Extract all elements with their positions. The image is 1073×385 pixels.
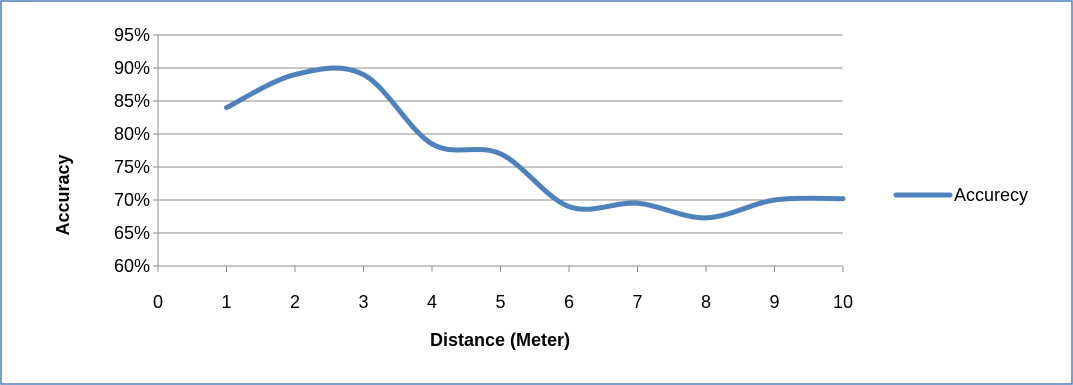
gridlines <box>158 34 843 234</box>
x-tick-label: 0 <box>153 292 163 312</box>
x-tick-label: 2 <box>290 292 300 312</box>
y-tick-label: 65% <box>114 223 150 243</box>
y-tick-label: 85% <box>114 91 150 111</box>
x-tick-labels: 0 1 2 3 4 5 6 7 8 9 10 <box>153 292 853 312</box>
y-tick-label: 75% <box>114 157 150 177</box>
legend-label: Accurecy <box>954 185 1028 205</box>
series-line <box>224 65 846 221</box>
y-tick-labels: 60% 65% 70% 75% 80% 85% 90% 95% <box>114 25 150 276</box>
x-axis-title: Distance (Meter) <box>430 330 570 350</box>
x-tick-label: 4 <box>427 292 437 312</box>
y-axis-title: Accuracy <box>53 154 73 235</box>
x-tick-label: 5 <box>495 292 505 312</box>
legend: Accurecy <box>893 185 1028 205</box>
y-tick-label: 70% <box>114 190 150 210</box>
x-tick-label: 3 <box>358 292 368 312</box>
y-tick-label: 80% <box>114 124 150 144</box>
x-tick-label: 10 <box>833 292 853 312</box>
x-tick-label: 1 <box>221 292 231 312</box>
y-tick-label: 95% <box>114 25 150 45</box>
x-tick-label: 9 <box>769 292 779 312</box>
axes <box>153 34 844 272</box>
x-tick-label: 8 <box>701 292 711 312</box>
y-tick-label: 90% <box>114 58 150 78</box>
x-tick-label: 6 <box>564 292 574 312</box>
x-tick-label: 7 <box>632 292 642 312</box>
series-lines <box>224 65 846 221</box>
y-tick-label: 60% <box>114 256 150 276</box>
